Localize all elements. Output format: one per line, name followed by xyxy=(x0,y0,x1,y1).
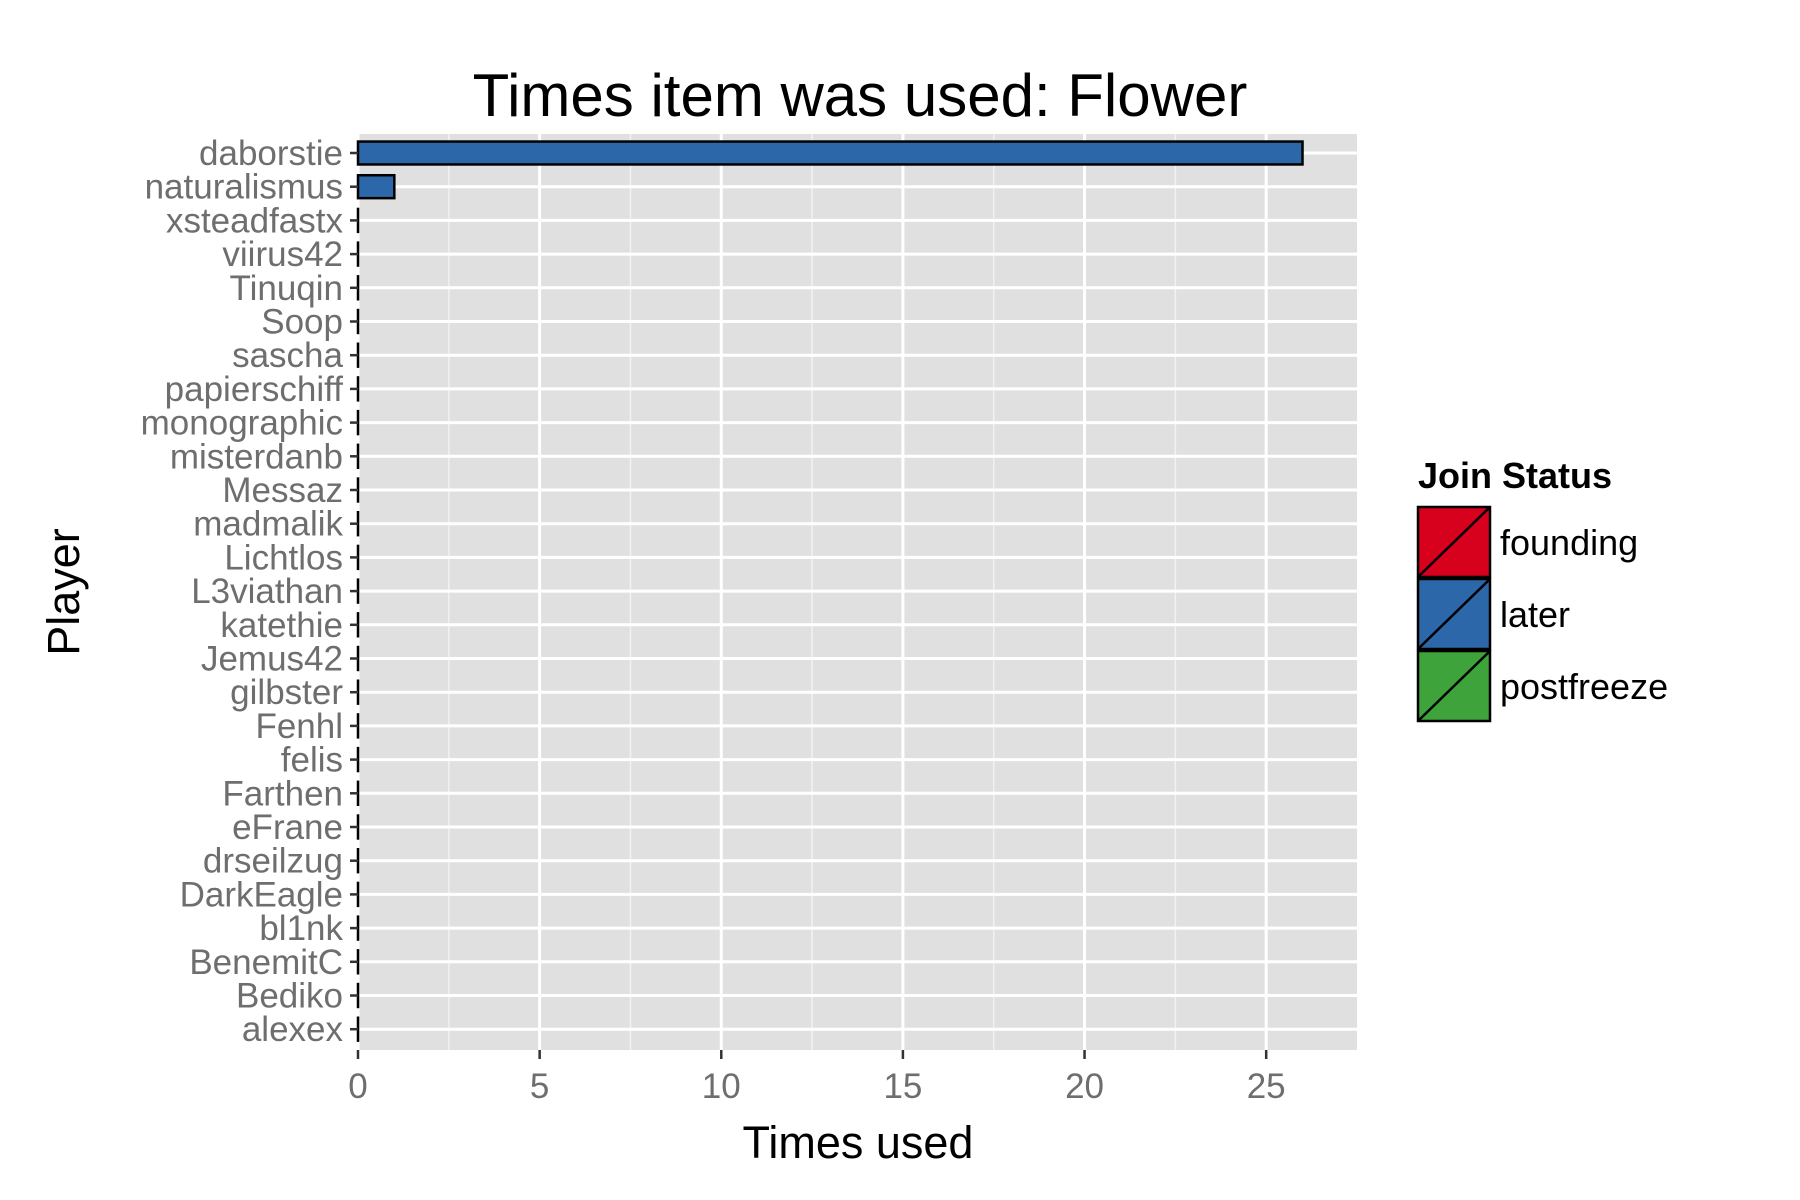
y-tick-label: papierschiff xyxy=(165,370,344,409)
y-tick-label: Jemus42 xyxy=(201,640,343,679)
y-tick-label: DarkEagle xyxy=(180,875,343,914)
y-axis-title: Player xyxy=(38,528,89,656)
chart-title: Times item was used: Flower xyxy=(473,62,1248,129)
y-axis: daborstienaturalismusxsteadfastxviirus42… xyxy=(141,134,358,1049)
y-tick-label: monographic xyxy=(141,404,343,443)
x-tick-label: 25 xyxy=(1247,1067,1286,1106)
y-tick-label: BenemitC xyxy=(189,943,343,982)
legend-item-later: later xyxy=(1416,577,1570,651)
y-tick-label: Messaz xyxy=(222,471,343,510)
y-tick-label: alexex xyxy=(242,1010,344,1049)
legend-key-slash xyxy=(1417,578,1491,650)
bar xyxy=(356,173,396,200)
y-tick-label: L3viathan xyxy=(191,572,343,611)
legend-label: founding xyxy=(1500,522,1638,563)
y-tick-label: Lichtlos xyxy=(224,538,343,577)
y-tick-label: xsteadfastx xyxy=(166,201,344,240)
y-tick-label: sascha xyxy=(232,336,343,375)
x-tick-label: 10 xyxy=(702,1067,741,1106)
bar xyxy=(356,140,1304,166)
x-tick-label: 20 xyxy=(1065,1067,1104,1106)
y-tick-label: gilbster xyxy=(230,673,343,712)
y-tick-label: Tinuqin xyxy=(230,269,344,308)
y-tick-label: bl1nk xyxy=(259,909,343,948)
y-tick-label: daborstie xyxy=(199,134,343,173)
legend-key-slash xyxy=(1417,506,1491,578)
legend-label: postfreeze xyxy=(1500,666,1668,707)
y-tick-label: viirus42 xyxy=(222,235,343,274)
legend-title: Join Status xyxy=(1418,455,1612,496)
y-tick-label: eFrane xyxy=(232,808,343,847)
y-tick-label: madmalik xyxy=(193,505,343,544)
legend-label: later xyxy=(1500,594,1570,635)
legend-key-slash xyxy=(1417,650,1491,722)
y-tick-label: Farthen xyxy=(222,774,343,813)
y-tick-label: Soop xyxy=(261,303,343,342)
x-axis-title: Times used xyxy=(743,1117,974,1168)
y-tick-label: felis xyxy=(281,741,343,780)
x-axis: 0 5 10 15 20 25 xyxy=(348,1050,1286,1106)
y-tick-label: misterdanb xyxy=(170,437,343,476)
y-tick-label: Fenhl xyxy=(255,707,343,746)
x-tick-label: 0 xyxy=(348,1067,367,1106)
y-tick-label: Bediko xyxy=(236,977,343,1016)
y-tick-label: drseilzug xyxy=(203,842,343,881)
x-tick-label: 5 xyxy=(530,1067,549,1106)
legend-item-postfreeze: postfreeze xyxy=(1416,649,1668,723)
legend: Join Status founding later postfreeze xyxy=(1416,455,1668,723)
x-tick-label: 15 xyxy=(883,1067,922,1106)
legend-item-founding: founding xyxy=(1416,505,1638,579)
y-tick-label: katethie xyxy=(220,606,343,645)
y-tick-label: naturalismus xyxy=(145,168,343,207)
